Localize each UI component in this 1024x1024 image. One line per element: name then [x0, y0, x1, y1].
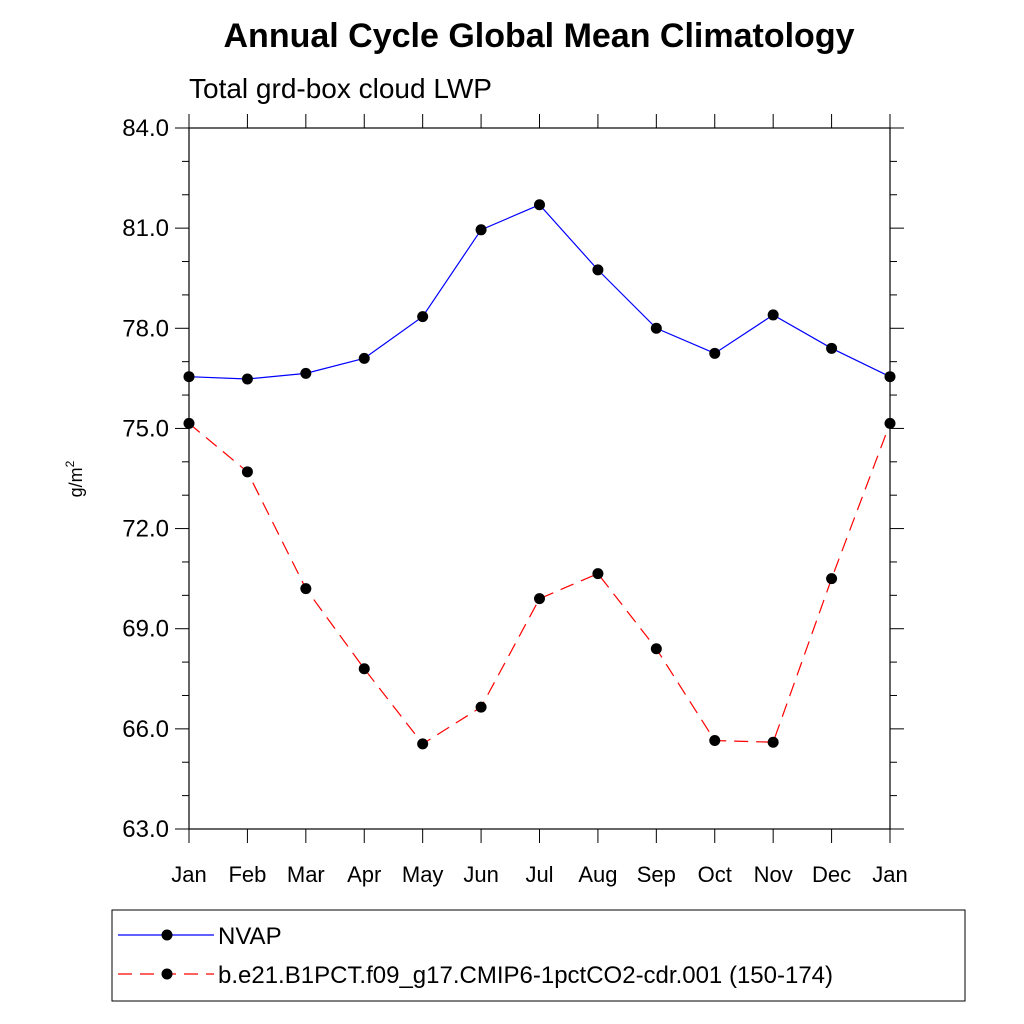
y-tick-label: 66.0 — [122, 716, 169, 743]
legend: NVAP b.e21.B1PCT.f09_g17.CMIP6-1pctCO2-cd… — [118, 923, 833, 989]
x-tick-label: Jul — [525, 862, 553, 887]
series-2-point — [358, 663, 370, 675]
x-tick-label: Sep — [637, 862, 676, 887]
y-axis-label-unit: g/m — [66, 467, 86, 497]
series-1-point — [417, 311, 429, 323]
x-tick-label: Aug — [578, 862, 617, 887]
x-tick-label: Feb — [228, 862, 266, 887]
series-1-point — [884, 371, 896, 383]
chart-title: Annual Cycle Global Mean Climatology — [224, 17, 855, 55]
series-1-point — [709, 347, 721, 359]
legend-label-1: NVAP — [218, 923, 282, 950]
x-tick-label: May — [402, 862, 444, 887]
series-2-point — [709, 735, 721, 747]
series-1-point — [767, 309, 779, 321]
legend-label-2: b.e21.B1PCT.f09_g17.CMIP6-1pctCO2-cdr.00… — [218, 962, 833, 989]
x-tick-label: Jun — [463, 862, 498, 887]
series-1-point — [358, 352, 370, 364]
x-tick-label: Apr — [347, 862, 381, 887]
series-1-point — [592, 264, 604, 276]
series-2-point — [241, 466, 253, 478]
y-tick-label: 78.0 — [122, 315, 169, 342]
series-2-point — [475, 701, 487, 713]
series-line-2 — [188, 422, 891, 745]
y-axis-label: g/m2 — [63, 460, 86, 497]
x-tick-label: Jan — [171, 862, 206, 887]
series-2-point — [650, 643, 662, 655]
legend-marker-2 — [161, 968, 173, 980]
series-2-point — [826, 573, 838, 585]
series-line-1 — [188, 204, 891, 380]
x-tick-label: Jan — [872, 862, 907, 887]
series-2-point — [884, 417, 896, 429]
series-1-point — [650, 322, 662, 334]
x-tick-label: Dec — [812, 862, 851, 887]
plot-frame — [188, 127, 891, 830]
x-tick-label: Oct — [698, 862, 732, 887]
series-2-point — [417, 738, 429, 750]
series-2-point — [767, 736, 779, 748]
legend-marker-1 — [161, 929, 173, 941]
series-1-point — [241, 373, 253, 385]
y-axis-label-superscript: 2 — [63, 460, 77, 467]
series-2-point — [300, 583, 312, 595]
axes: 63.0 66.0 69.0 72.0 75.0 78.0 81.0 84.0 Jan Feb Ma… — [122, 114, 908, 887]
y-tick-label: 75.0 — [122, 415, 169, 442]
series-1-point — [826, 342, 838, 354]
series-1-point — [534, 199, 545, 211]
series-1-point — [475, 224, 487, 236]
y-tick-label: 81.0 — [122, 215, 169, 242]
y-tick-label: 63.0 — [122, 816, 169, 843]
x-tick-label: Nov — [754, 862, 793, 887]
chart-subtitle: Total grd-box cloud LWP — [189, 73, 492, 104]
plot-series — [183, 199, 896, 750]
series-1-point — [300, 367, 312, 379]
series-2-point — [534, 593, 545, 605]
legend-box — [111, 909, 966, 1002]
series-2-point — [183, 417, 195, 429]
x-tick-label: Mar — [287, 862, 325, 887]
y-tick-label: 69.0 — [122, 616, 169, 643]
series-1-point — [183, 371, 195, 383]
y-tick-label: 72.0 — [122, 516, 169, 543]
series-2-point — [592, 568, 604, 580]
y-tick-label: 84.0 — [122, 115, 169, 142]
